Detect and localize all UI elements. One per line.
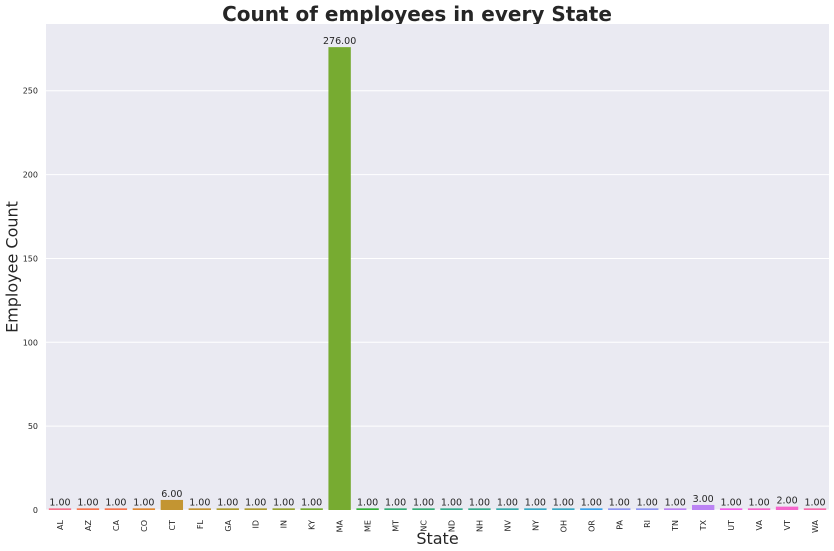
x-tick-label: MA [336,519,345,532]
bar-value-label: 1.00 [553,497,574,508]
bar [104,508,128,510]
bar [664,508,687,510]
bar-value-label: 1.00 [665,497,686,508]
bar [775,506,799,510]
bar-value-labels: 1.00 1.00 1.00 1.00 6.00 1.00 1.00 1.00 1.00 1.00… [49,36,825,508]
bar [188,508,211,510]
y-axis-label: Employee Count [2,201,22,333]
x-tick-label: AL [56,519,65,529]
x-tick-label: CO [140,520,149,532]
bar [300,508,323,510]
bar-value-label: 2.00 [776,496,797,507]
plot-area [46,24,829,510]
bar [76,508,100,510]
x-tick-label: CT [168,520,177,531]
bar [216,508,239,510]
bar [412,508,435,510]
bar-value-label: 1.00 [749,497,770,508]
x-tick-label: MT [392,520,401,532]
bar [384,508,407,510]
y-tick-label: 100 [23,338,38,347]
bar-value-label: 1.00 [357,497,378,508]
x-tick-label: FL [196,519,205,529]
bar [803,508,827,510]
bar [48,508,72,510]
x-tick-label: AZ [84,519,93,530]
bars [48,47,827,511]
bar-value-label: 1.00 [301,497,322,508]
y-tick-label: 50 [28,422,38,431]
bar-value-label: 3.00 [693,494,714,505]
bar [608,508,631,510]
bar-value-label: 1.00 [385,497,406,508]
x-tick-label: NH [475,520,484,532]
bar-value-label: 1.00 [77,497,98,508]
bar [160,499,184,510]
bar-value-label: 1.00 [525,497,546,508]
x-tick-labels: AL AZ CA CO CT FL GA ID IN KY MA ME MT NC ND NH NV NY OH OR… [56,519,820,532]
y-tick-label: 200 [23,171,38,180]
x-tick-label: ID [252,520,261,529]
bar [580,508,603,510]
bar-value-label: 276.00 [323,36,356,47]
bar-value-label: 1.00 [105,497,126,508]
x-tick-label: WA [811,519,820,532]
bar-value-label: 1.00 [189,497,210,508]
x-tick-label: NC [420,520,429,532]
x-tick-label: ND [447,520,456,532]
bar-value-label: 6.00 [161,489,182,500]
x-axis-label: State [416,529,459,548]
bar [244,508,267,510]
x-tick-label: GA [224,519,233,531]
bar-value-label: 1.00 [609,497,630,508]
bar-value-label: 1.00 [441,497,462,508]
bar-value-label: 1.00 [581,497,602,508]
x-tick-label: IN [280,520,289,528]
x-tick-label: NV [503,519,512,531]
bar-value-label: 1.00 [245,497,266,508]
bar-value-label: 1.00 [721,497,742,508]
chart-title: Count of employees in every State [222,2,612,26]
bar [719,508,743,510]
bar-value-label: 1.00 [637,497,658,508]
bar-value-label: 1.00 [133,497,154,508]
bar [552,508,575,510]
bar [747,508,771,510]
bar-value-label: 1.00 [469,497,490,508]
x-tick-label: VA [755,519,764,530]
bar [524,508,547,510]
x-tick-label: CA [112,519,121,531]
x-tick-label: TN [671,520,680,532]
bar-value-label: 1.00 [497,497,518,508]
bar [691,504,715,510]
bar-value-label: 1.00 [273,497,294,508]
bar [272,508,295,510]
bar [636,508,659,510]
bar [328,47,351,511]
y-tick-labels: 0 50 100 150 200 250 [23,87,38,515]
y-tick-label: 0 [33,506,38,515]
x-tick-label: UT [727,520,736,531]
x-tick-label: OH [559,520,568,532]
y-tick-label: 250 [23,87,38,96]
bar-value-label: 1.00 [49,497,70,508]
x-tick-label: ME [364,520,373,532]
bar [132,508,156,510]
x-tick-label: TX [699,519,708,531]
x-tick-label: RI [643,520,652,528]
x-tick-label: NY [531,520,540,531]
bar [496,508,519,510]
bar [468,508,491,510]
bar-value-label: 1.00 [413,497,434,508]
bar [356,508,379,510]
bar [440,508,463,510]
bar-value-label: 1.00 [217,497,238,508]
y-tick-label: 150 [23,254,38,263]
x-tick-label: KY [308,520,317,530]
bar-value-label: 1.00 [804,497,825,508]
x-tick-label: OR [587,520,596,532]
x-tick-label: VT [783,520,792,530]
x-tick-label: PA [615,519,624,529]
